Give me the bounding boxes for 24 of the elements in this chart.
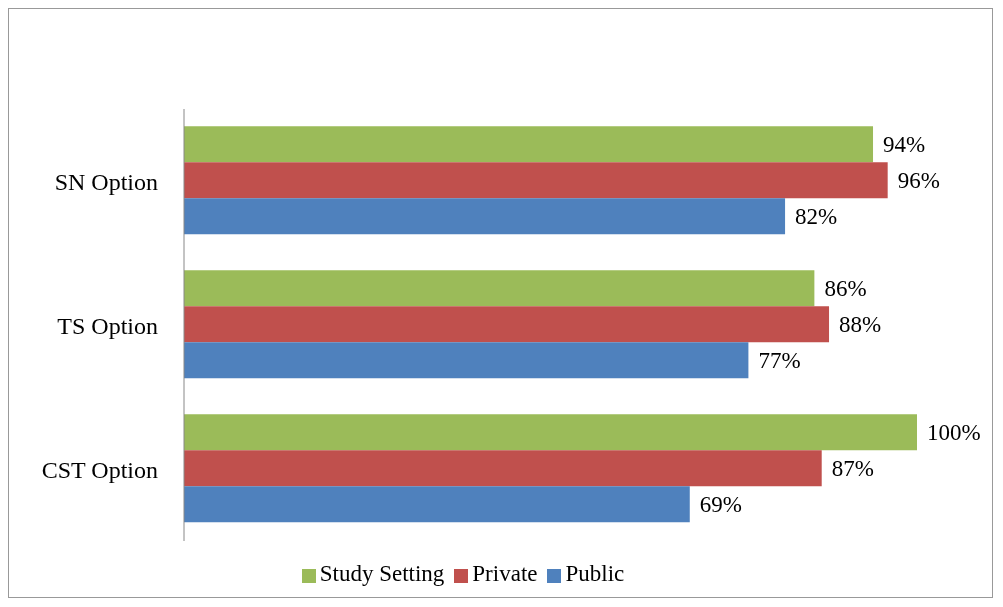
legend-label: Public [565, 561, 625, 586]
data-label: 94% [883, 132, 926, 158]
data-label: 96% [897, 168, 940, 194]
bar [184, 126, 874, 163]
y-tick-label: SN Option [54, 168, 158, 195]
data-label: 82% [795, 204, 838, 230]
data-label: 86% [824, 276, 867, 302]
data-label: 88% [839, 312, 882, 338]
data-label: 69% [699, 492, 742, 518]
bar [184, 486, 690, 523]
data-label: 100% [927, 420, 981, 446]
y-tick-label: CST Option [41, 456, 158, 483]
bar [184, 342, 749, 379]
bar [184, 270, 815, 307]
bar [184, 306, 830, 343]
bar [184, 414, 917, 451]
data-label: 87% [831, 456, 874, 482]
bar [184, 198, 786, 235]
legend-label: Study Setting [319, 561, 445, 586]
data-label: 77% [758, 348, 801, 374]
y-tick-label: TS Option [57, 312, 158, 339]
bar [184, 450, 822, 487]
bar [184, 162, 888, 199]
legend-label: Private [472, 561, 538, 586]
